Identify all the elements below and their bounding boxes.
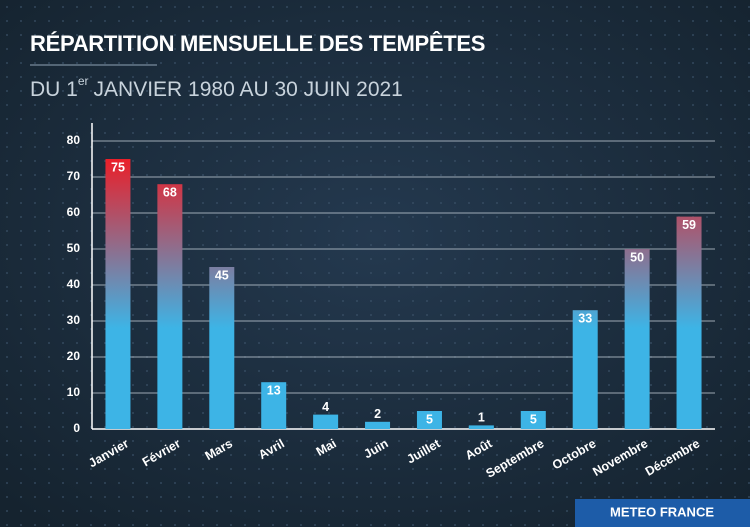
bar bbox=[365, 421, 391, 429]
subtitle-part: JANVIER 1980 AU 30 JUIN 2021 bbox=[94, 78, 403, 101]
y-tick-label: 20 bbox=[67, 349, 81, 363]
y-tick-label: 40 bbox=[67, 277, 81, 291]
value-label: 45 bbox=[215, 268, 229, 282]
y-tick-label: 0 bbox=[73, 421, 80, 435]
bar bbox=[105, 159, 131, 429]
subtitle-superscript: er bbox=[78, 74, 89, 88]
y-tick-label: 30 bbox=[67, 313, 81, 327]
logo: METEO FRANCE bbox=[610, 504, 714, 519]
y-tick-label: 70 bbox=[67, 169, 81, 183]
value-label: 13 bbox=[267, 383, 281, 397]
subtitle-part: DU 1 bbox=[30, 78, 78, 101]
value-label: 4 bbox=[322, 400, 329, 414]
y-tick-label: 10 bbox=[67, 385, 81, 399]
y-tick-label: 80 bbox=[67, 133, 81, 147]
value-label: 5 bbox=[426, 412, 433, 426]
value-label: 75 bbox=[111, 160, 125, 174]
bar bbox=[157, 184, 183, 429]
value-label: 59 bbox=[682, 218, 696, 232]
bar bbox=[572, 310, 598, 429]
value-label: 33 bbox=[578, 311, 592, 325]
bar bbox=[624, 249, 650, 429]
bar bbox=[520, 411, 546, 429]
value-label: 2 bbox=[374, 407, 381, 421]
bar bbox=[468, 425, 494, 429]
value-label: 1 bbox=[478, 411, 485, 425]
bar bbox=[676, 216, 702, 429]
bar bbox=[209, 267, 235, 429]
y-tick-label: 50 bbox=[67, 241, 81, 255]
chart-title: RÉPARTITION MENSUELLE DES TEMPÊTES bbox=[30, 31, 485, 56]
chart-subtitle: DU 1er JANVIER 1980 AU 30 JUIN 2021 bbox=[30, 74, 403, 100]
bar bbox=[313, 414, 339, 429]
value-label: 50 bbox=[630, 250, 644, 264]
value-label: 68 bbox=[163, 185, 177, 199]
value-label: 5 bbox=[530, 412, 537, 426]
y-tick-label: 60 bbox=[67, 205, 81, 219]
bar bbox=[416, 411, 442, 429]
bar bbox=[261, 382, 287, 429]
logo-box bbox=[575, 499, 750, 527]
